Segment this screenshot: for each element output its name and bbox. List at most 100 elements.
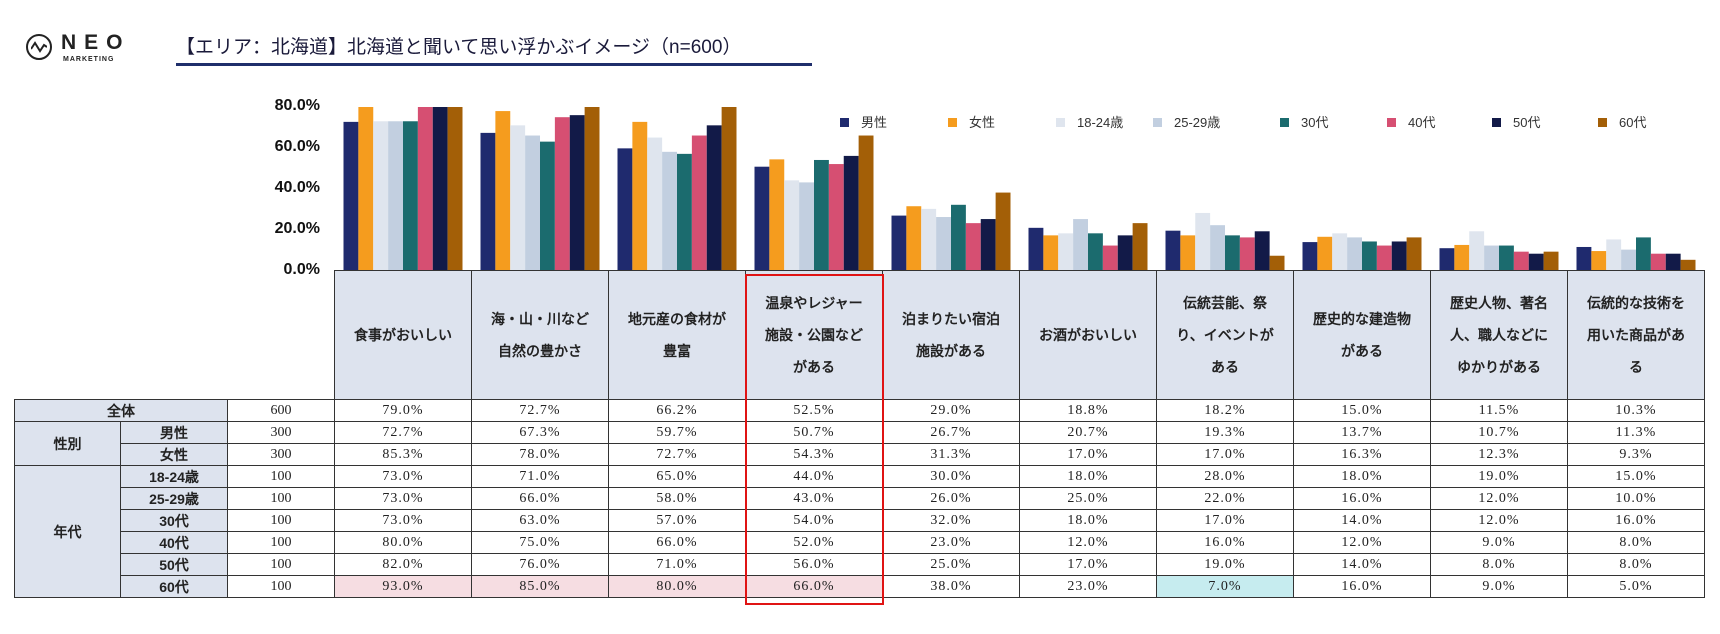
bar [1317,236,1333,270]
value-cell: 17.0% [1019,443,1157,466]
value-cell: 56.0% [745,553,883,576]
value-cell: 29.0% [882,399,1020,422]
legend-label: 25-29歳 [1174,115,1221,130]
value-cell: 52.0% [745,531,883,554]
sample-size-cell: 100 [227,531,335,554]
value-cell: 66.0% [471,487,609,510]
legend-item: 30代 [1280,112,1328,131]
table-row: 性別 男性 300 72.7% 67.3% 59.7% 50.7% 26.7% 20.7% 19.… [14,421,1705,466]
bar [754,166,770,270]
bar [1028,227,1044,270]
value-cell: 23.0% [1019,575,1157,598]
value-cell: 80.0% [608,575,746,598]
bar [995,192,1011,270]
value-cell: 18.2% [1156,399,1294,422]
bar [1513,251,1529,270]
bar [1469,231,1485,270]
legend-label: 60代 [1619,115,1647,130]
bar [936,217,951,270]
value-cell: 8.0% [1567,553,1705,576]
column-header: 食事がおいしい [334,270,472,400]
bar [584,107,600,270]
value-cell: 17.0% [1019,553,1157,576]
value-cell: 13.7% [1293,421,1431,444]
bar [1195,212,1211,270]
row-label: 60代 [120,575,228,598]
bar [447,107,463,270]
value-cell: 44.0% [745,465,883,488]
bar [814,159,829,270]
value-cell: 25.0% [1019,487,1157,510]
bar [965,223,981,270]
legend-swatch [948,118,957,127]
y-tick-label: 80.0% [274,97,320,114]
y-tick-label: 40.0% [274,179,320,196]
bar [495,111,511,270]
legend-item: 男性 [840,112,887,131]
bar [1391,241,1407,270]
bar [510,125,526,271]
bar [1058,233,1074,270]
bar [1254,231,1270,270]
value-cell: 15.0% [1293,399,1431,422]
bar [980,219,996,270]
bar [1606,239,1622,270]
value-cell: 85.0% [471,575,609,598]
value-cell: 12.0% [1019,531,1157,554]
bar [1621,249,1636,270]
bar [691,135,707,270]
sample-size-cell: 100 [227,465,335,488]
legend-swatch [1387,118,1396,127]
table-row: 25-29歳 100 73.0% 66.0% 58.0% 43.0% 26.0% 25.0% 2… [15,487,1705,510]
bar [1362,241,1377,270]
legend-label: 男性 [861,115,888,130]
legend-swatch [1492,118,1501,127]
value-cell: 80.0% [334,531,472,554]
value-cell: 20.7% [1019,421,1157,444]
bar [951,204,966,270]
sample-size-cell: 100 [227,487,335,510]
value-cell: 72.7% [608,443,746,466]
value-cell: 26.0% [882,487,1020,510]
bar [1454,244,1470,270]
legend-item: 女性 [948,112,995,131]
legend-label: 女性 [969,115,996,130]
value-cell: 19.3% [1156,421,1294,444]
bar [480,132,496,270]
value-cell: 85.3% [334,443,472,466]
bar [1576,246,1592,270]
bar [403,121,418,270]
value-cell: 76.0% [471,553,609,576]
row-label: 18-24歳 [120,465,228,488]
value-cell: 28.0% [1156,465,1294,488]
value-cell: 73.0% [334,465,472,488]
bar [1499,245,1514,270]
value-cell: 63.0% [471,509,609,532]
legend-swatch [1153,118,1162,127]
bar [1239,237,1255,270]
value-cell: 18.8% [1019,399,1157,422]
bar [721,107,737,270]
value-cell: 54.3% [745,443,883,466]
bar [1332,233,1348,270]
column-header: 地元産の食材が 豊富 [608,270,746,400]
column-header: 温泉やレジャー 施設・公園など がある [745,270,883,400]
sample-size-cell: 300 [227,443,335,466]
legend-item: 18-24歳 [1056,112,1123,131]
value-cell: 71.0% [608,553,746,576]
value-cell: 73.0% [334,509,472,532]
bar [706,125,722,271]
value-cell: 72.7% [471,399,609,422]
bar [1073,219,1088,270]
bar [784,180,800,270]
value-cell: 38.0% [882,575,1020,598]
value-cell: 71.0% [471,465,609,488]
value-cell: 66.0% [745,575,883,598]
value-cell: 52.5% [745,399,883,422]
column-header: 歴史的な建造物 がある [1293,270,1431,400]
bar [1132,223,1148,270]
value-cell: 73.0% [334,487,472,510]
value-cell: 78.0% [471,443,609,466]
bar [432,107,448,270]
bar [1591,251,1607,270]
